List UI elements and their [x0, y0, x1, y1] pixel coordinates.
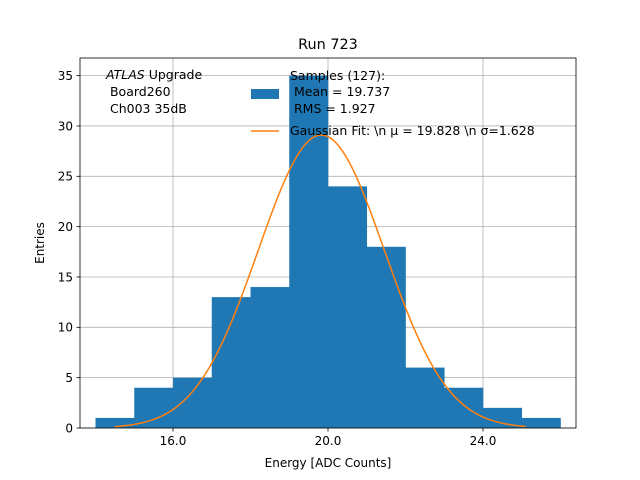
y-tick-label: 25 — [58, 170, 73, 184]
y-tick-label: 5 — [65, 371, 73, 385]
axis-ticks: 16.0 20.0 24.0 0 5 10 15 20 25 30 35 — [58, 69, 497, 448]
y-tick-label: 20 — [58, 220, 73, 234]
histogram-bar — [405, 367, 445, 428]
histogram-bar — [134, 387, 174, 428]
y-tick-label: 10 — [58, 321, 73, 335]
histogram-bar — [95, 417, 135, 428]
legend-bar-swatch — [251, 89, 279, 99]
histogram-bar — [328, 186, 368, 428]
histogram-bar — [444, 387, 484, 428]
histogram-bar — [211, 297, 251, 428]
x-tick-label: 24.0 — [470, 434, 497, 448]
histogram-bar — [366, 246, 406, 428]
y-tick-label: 15 — [58, 270, 73, 284]
legend-samples-line-3: RMS = 1.927 — [290, 101, 376, 116]
annotation-upgrade: Upgrade — [145, 67, 203, 82]
histogram-bar — [250, 287, 290, 428]
histogram-bar — [521, 417, 561, 428]
annotation: ATLAS Upgrade Board260 Ch003 35dB — [105, 67, 202, 116]
histogram-bar — [483, 407, 523, 428]
y-axis-label: Entries — [33, 222, 47, 264]
legend: Samples (127): Mean = 19.737 RMS = 1.927… — [251, 68, 535, 138]
x-axis-label: Energy [ADC Counts] — [265, 456, 392, 470]
histogram-bar — [173, 377, 213, 428]
annotation-line-2: Board260 — [106, 84, 171, 99]
annotation-atlas: ATLAS — [105, 67, 145, 82]
legend-samples-line-1: Samples (127): — [290, 68, 385, 83]
y-tick-label: 30 — [58, 119, 73, 133]
gaussian-fit-curve — [114, 134, 526, 428]
y-tick-label: 35 — [58, 69, 73, 83]
x-tick-label: 20.0 — [315, 434, 342, 448]
x-tick-label: 16.0 — [160, 434, 187, 448]
y-tick-label: 0 — [65, 421, 73, 435]
annotation-line-1: ATLAS Upgrade — [105, 67, 202, 82]
chart-title: Run 723 — [298, 37, 358, 53]
legend-samples-line-2: Mean = 19.737 — [290, 84, 390, 99]
legend-fit-label: Gaussian Fit: \n μ = 19.828 \n σ=1.628 — [290, 123, 535, 138]
histogram-bars — [95, 75, 561, 428]
annotation-line-3: Ch003 35dB — [106, 101, 187, 116]
